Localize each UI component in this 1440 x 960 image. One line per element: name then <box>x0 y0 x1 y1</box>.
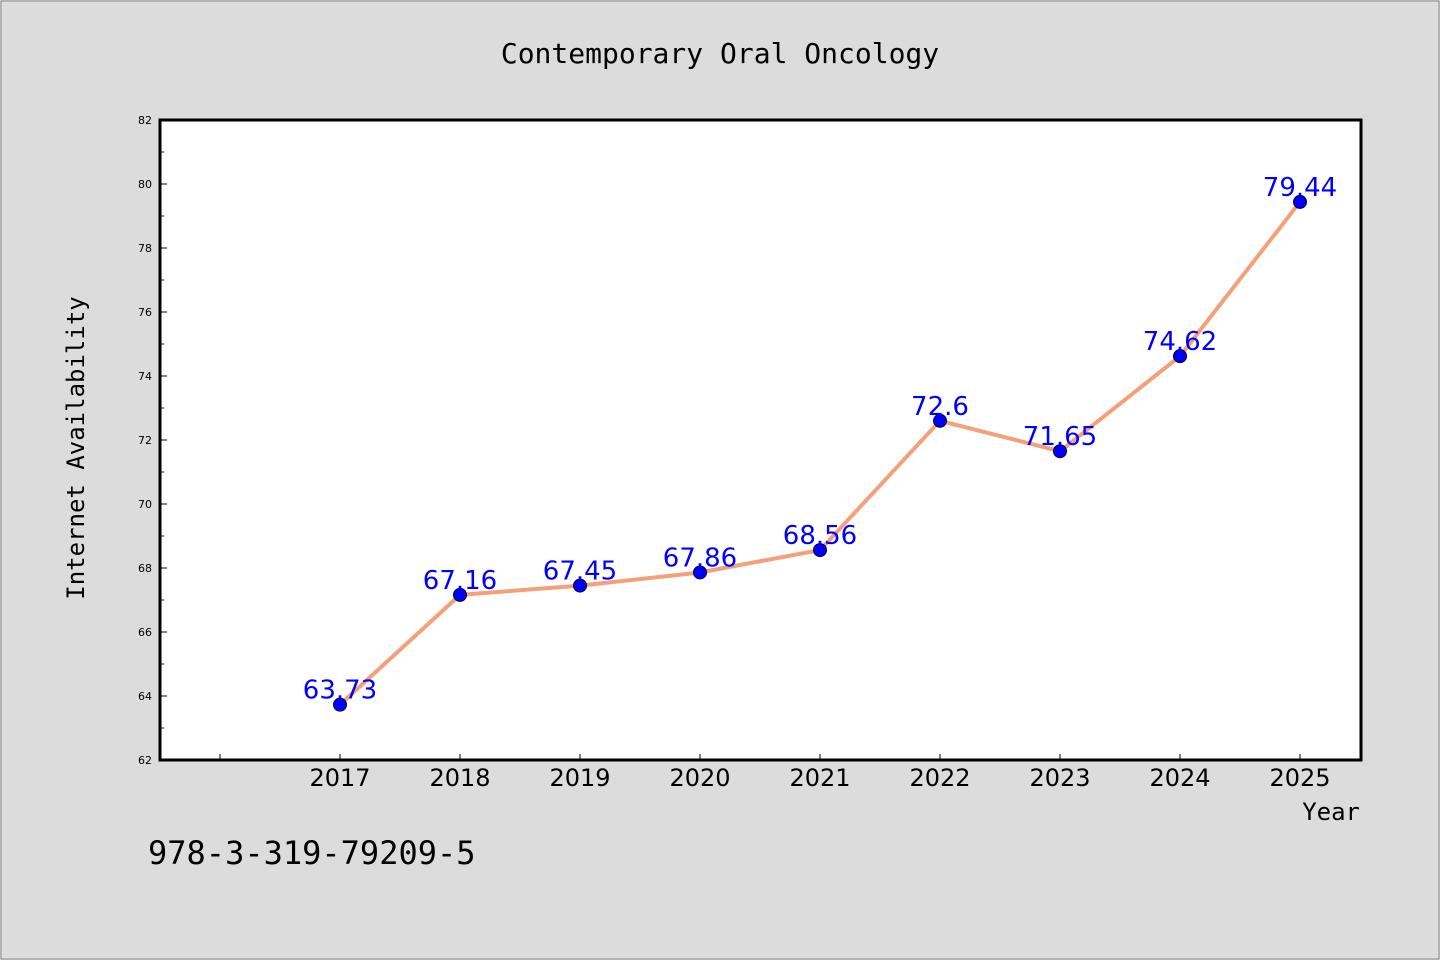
y-tick-label: 64 <box>138 690 152 703</box>
y-tick-label: 74 <box>138 370 152 383</box>
y-axis: 62 64 66 68 70 72 74 76 78 80 82 <box>138 114 167 767</box>
data-point <box>333 697 347 712</box>
x-tick-label: 2021 <box>789 764 850 792</box>
data-point <box>1293 194 1307 209</box>
y-tick-label: 70 <box>138 498 152 511</box>
data-point <box>933 413 947 428</box>
data-label: 68.56 <box>783 521 857 551</box>
x-axis: 2017 2018 2019 2020 2021 2022 2023 2024 2025 <box>219 754 1331 792</box>
x-axis-label: Year <box>1302 798 1360 826</box>
data-label: 71.65 <box>1023 422 1097 452</box>
y-axis-label: Internet Availability <box>62 296 90 599</box>
isbn-label: 978-3-319-79209-5 <box>148 834 476 872</box>
y-tick-label: 68 <box>138 562 152 575</box>
y-tick-label: 78 <box>138 242 152 255</box>
data-point <box>573 578 587 593</box>
x-tick-label: 2017 <box>309 764 370 792</box>
data-label: 79.44 <box>1263 173 1337 203</box>
y-tick-label: 76 <box>138 306 152 319</box>
data-point <box>693 565 707 580</box>
data-label: 67.45 <box>543 557 617 587</box>
series-group: 63.73 67.16 67.45 67.86 68.56 72.6 71.65 74.62 7… <box>303 173 1337 712</box>
x-tick-label: 2024 <box>1149 764 1210 792</box>
data-point <box>1173 349 1187 364</box>
y-tick-label: 82 <box>138 114 152 127</box>
data-label: 74.62 <box>1143 327 1217 357</box>
y-tick-label: 62 <box>138 754 152 767</box>
x-tick-label: 2018 <box>429 764 490 792</box>
y-tick-label: 72 <box>138 434 152 447</box>
x-tick-label: 2022 <box>909 764 970 792</box>
y-tick-label: 80 <box>138 178 152 191</box>
x-tick-label: 2020 <box>669 764 730 792</box>
data-label: 67.86 <box>663 543 737 573</box>
data-point <box>1053 444 1067 459</box>
plot-area <box>160 120 1361 760</box>
data-label: 72.6 <box>911 392 969 422</box>
x-tick-label: 2023 <box>1029 764 1090 792</box>
data-point <box>453 587 467 602</box>
y-tick-label: 66 <box>138 626 152 639</box>
plot-frame <box>158 118 1363 762</box>
data-label: 67.16 <box>423 566 497 596</box>
data-label: 63.73 <box>303 676 377 706</box>
data-point <box>813 543 827 558</box>
x-tick-label: 2019 <box>549 764 610 792</box>
chart-title: Contemporary Oral Oncology <box>501 37 939 70</box>
x-tick-label: 2025 <box>1269 764 1330 792</box>
